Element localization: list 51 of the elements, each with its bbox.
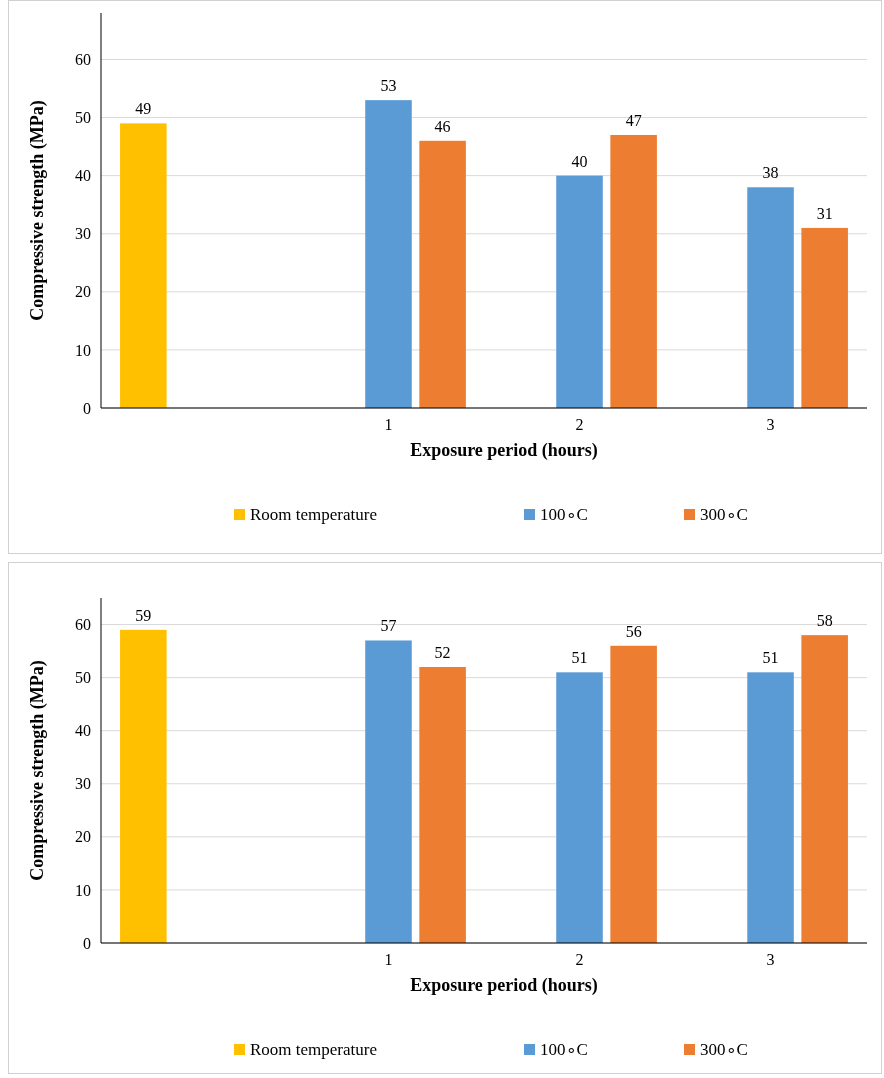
y-tick-label: 50 xyxy=(75,669,91,687)
x-tick-label: 1 xyxy=(384,951,393,968)
data-label: 56 xyxy=(625,622,642,640)
y-tick-label: 10 xyxy=(75,341,91,359)
y-tick-label: 20 xyxy=(75,283,91,301)
bar xyxy=(747,187,794,408)
bar xyxy=(610,134,657,408)
bar xyxy=(419,140,466,408)
legend-label: 100∘C xyxy=(540,1040,588,1059)
x-axis-title: Exposure period (hours) xyxy=(410,440,598,461)
y-axis-title: Compressive strength (MPa) xyxy=(27,100,48,321)
data-label: 51 xyxy=(571,649,588,667)
y-tick-label: 0 xyxy=(83,934,91,952)
x-tick-label: 3 xyxy=(766,951,775,968)
y-axis-title: Compressive strength (MPa) xyxy=(27,660,48,881)
y-tick-label: 30 xyxy=(75,775,91,793)
bar xyxy=(365,100,412,408)
x-axis-title: Exposure period (hours) xyxy=(410,975,598,996)
data-label: 40 xyxy=(571,152,588,170)
data-label: 53 xyxy=(380,77,397,95)
legend-label: 300∘C xyxy=(700,1040,748,1059)
y-tick-label: 10 xyxy=(75,881,91,899)
y-tick-label: 50 xyxy=(75,109,91,127)
y-tick-label: 60 xyxy=(75,51,91,69)
legend-label: 100∘C xyxy=(540,505,588,524)
y-tick-label: 60 xyxy=(75,616,91,634)
x-tick-label: 1 xyxy=(384,416,393,433)
x-tick-label: 2 xyxy=(575,416,584,433)
data-label: 46 xyxy=(434,117,451,135)
y-tick-label: 20 xyxy=(75,828,91,846)
data-label: 47 xyxy=(625,111,642,129)
bar xyxy=(556,175,603,408)
y-tick-label: 0 xyxy=(83,399,91,417)
x-tick-label: 2 xyxy=(575,951,584,968)
data-label: 52 xyxy=(434,644,451,661)
legend-label: Room temperature xyxy=(250,1040,377,1059)
data-label: 49 xyxy=(135,100,152,118)
y-tick-label: 40 xyxy=(75,167,91,185)
y-tick-label: 30 xyxy=(75,225,91,243)
bar xyxy=(801,227,848,408)
data-label: 57 xyxy=(380,617,397,635)
legend-label: Room temperature xyxy=(250,505,377,524)
y-tick-label: 40 xyxy=(75,722,91,740)
legend-label: 300∘C xyxy=(700,505,748,524)
bar xyxy=(120,123,167,408)
data-label: 58 xyxy=(816,612,833,630)
x-tick-label: 3 xyxy=(766,416,775,433)
data-label: 31 xyxy=(816,204,833,222)
data-label: 51 xyxy=(762,649,779,667)
data-label: 38 xyxy=(762,164,779,182)
data-label: 59 xyxy=(135,606,152,624)
